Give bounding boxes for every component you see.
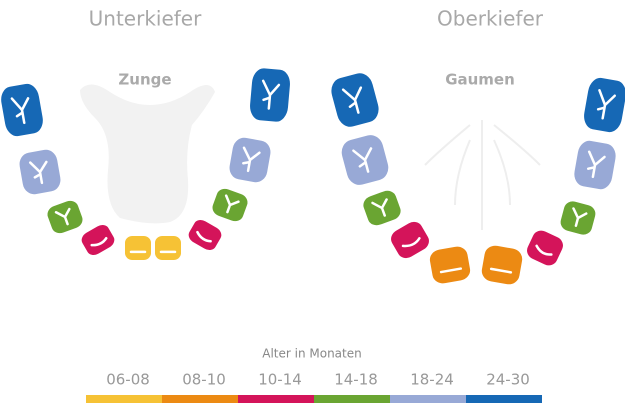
tooth-groove xyxy=(224,194,240,214)
tooth-body xyxy=(186,218,224,252)
palate xyxy=(424,120,541,230)
legend-swatch xyxy=(390,395,466,403)
tooth-groove xyxy=(341,86,363,114)
legend-swatch xyxy=(162,395,238,403)
tooth xyxy=(361,188,403,228)
tooth-body xyxy=(427,244,473,286)
tooth-groove xyxy=(587,150,606,179)
legend-label: 18-24 xyxy=(410,371,454,389)
tooth xyxy=(17,147,63,197)
tooth-groove xyxy=(54,207,71,226)
tooth xyxy=(558,199,598,237)
lower-jaw-title: Unterkiefer xyxy=(89,7,202,31)
legend-label: 10-14 xyxy=(258,371,302,389)
tooth xyxy=(153,234,183,262)
tooth-groove xyxy=(261,79,281,110)
tooth xyxy=(123,234,153,262)
tooth-groove xyxy=(10,97,30,125)
tooth xyxy=(227,135,273,185)
tooth xyxy=(329,71,381,129)
tooth-groove xyxy=(28,160,48,185)
legend-label: 14-18 xyxy=(334,371,378,389)
tooth-groove xyxy=(352,147,373,173)
tooth xyxy=(339,133,391,187)
tooth xyxy=(572,138,618,192)
tooth-body xyxy=(153,234,183,262)
tooth xyxy=(186,218,224,252)
tooth-groove xyxy=(196,230,212,243)
tooth xyxy=(389,219,431,261)
teeth xyxy=(0,66,625,287)
tooth-body xyxy=(79,223,117,257)
tooth-body xyxy=(479,243,525,287)
legend: 06-08 08-10 10-14 14-18 18-24 24-30 xyxy=(86,371,542,403)
upper-inner-label: Gaumen xyxy=(445,71,515,89)
tooth-groove xyxy=(535,244,553,256)
legend-label: 24-30 xyxy=(486,371,530,389)
legend-swatch xyxy=(86,395,162,403)
tooth xyxy=(525,228,565,268)
upper-jaw-title: Oberkiefer xyxy=(437,7,544,31)
tooth-groove xyxy=(401,237,421,248)
legend-swatch xyxy=(314,395,390,403)
tooth-groove xyxy=(242,146,261,173)
tooth xyxy=(248,66,292,124)
tooth xyxy=(427,244,473,286)
tooth-body xyxy=(525,228,565,268)
tooth-body xyxy=(582,75,625,135)
tooth-groove xyxy=(596,89,617,120)
tooth xyxy=(79,223,117,257)
tooth-body xyxy=(389,219,431,261)
legend-swatch xyxy=(466,395,542,403)
tooth-groove xyxy=(90,237,108,247)
tooth xyxy=(479,243,525,287)
tooth-groove xyxy=(572,207,588,227)
tooth-body xyxy=(123,234,153,262)
legend-label: 06-08 xyxy=(106,371,150,389)
tooth xyxy=(210,186,250,224)
legend-label: 08-10 xyxy=(182,371,226,389)
tooth xyxy=(0,81,45,139)
legend-swatch xyxy=(238,395,314,403)
tooth-groove xyxy=(371,198,388,217)
tooth-groove xyxy=(439,267,463,274)
lower-inner-label: Zunge xyxy=(118,71,171,89)
legend-title: Alter in Monaten xyxy=(262,347,361,361)
tongue xyxy=(80,84,215,224)
tooth-groove xyxy=(489,267,513,274)
tooth xyxy=(582,75,625,135)
tooth xyxy=(45,198,85,236)
